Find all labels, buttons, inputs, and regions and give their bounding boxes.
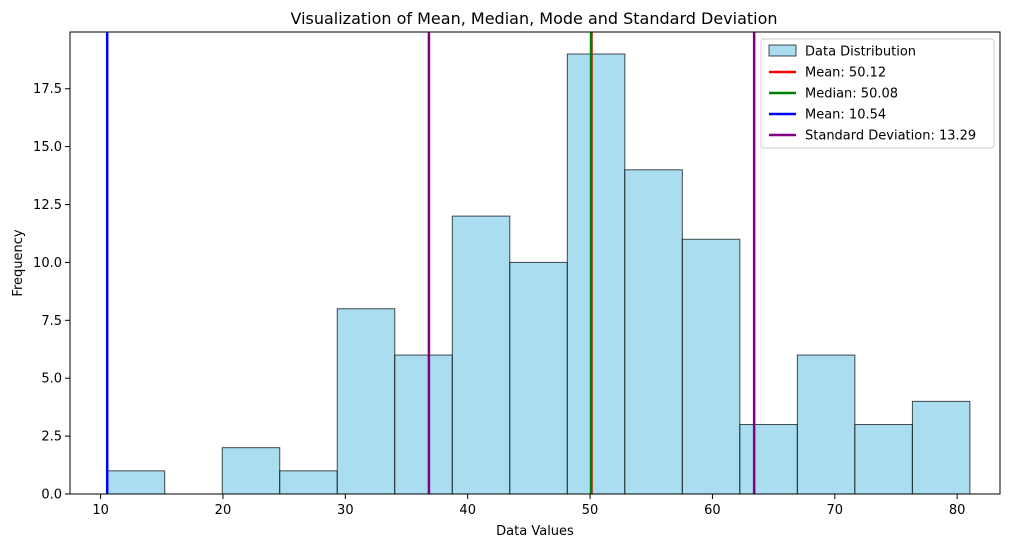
legend-label: Data Distribution bbox=[805, 45, 916, 60]
histogram-bar bbox=[451, 215, 511, 495]
histogram-bar bbox=[911, 400, 971, 495]
histogram-bar bbox=[279, 470, 338, 495]
histogram-bars bbox=[106, 53, 971, 495]
histogram-bar bbox=[681, 238, 741, 495]
x-tick-label: 60 bbox=[704, 503, 721, 518]
y-tick-label: 15.0 bbox=[33, 140, 62, 155]
y-tick-label: 10.0 bbox=[33, 256, 62, 271]
histogram-bar bbox=[394, 354, 453, 495]
histogram-bar bbox=[739, 424, 798, 495]
histogram-bar bbox=[221, 447, 281, 495]
x-tick-label: 80 bbox=[949, 503, 966, 518]
x-tick-label: 50 bbox=[582, 503, 599, 518]
x-axis-ticks: 10 20 30 40 50 60 70 80 bbox=[92, 494, 965, 518]
x-tick-label: 30 bbox=[337, 503, 354, 518]
axes-frame bbox=[69, 31, 1001, 495]
x-tick-label: 20 bbox=[215, 503, 232, 518]
x-tick-label: 10 bbox=[92, 503, 109, 518]
histogram-bar bbox=[336, 308, 396, 495]
y-tick-label: 12.5 bbox=[33, 198, 62, 213]
x-tick-label: 70 bbox=[827, 503, 844, 518]
y-tick-label: 2.5 bbox=[41, 430, 62, 445]
x-tick-label: 40 bbox=[459, 503, 476, 518]
x-axis-label: Data Values bbox=[496, 524, 574, 539]
y-axis-ticks: 0.0 2.5 5.0 7.5 10.0 12.5 15.0 17.5 bbox=[33, 82, 70, 503]
histogram-bar bbox=[509, 261, 568, 495]
legend-box bbox=[760, 38, 995, 149]
reference-lines bbox=[105, 32, 756, 494]
histogram-bar bbox=[106, 470, 166, 495]
legend-label: Standard Deviation: 13.29 bbox=[805, 129, 976, 144]
legend-label: Mean: 10.54 bbox=[805, 108, 886, 123]
y-axis-label: Frequency bbox=[11, 229, 26, 296]
histogram-bar bbox=[854, 424, 913, 495]
legend: Data Distribution Mean: 50.12 Median: 50.0… bbox=[760, 38, 995, 149]
y-tick-label: 5.0 bbox=[41, 372, 62, 387]
legend-swatch bbox=[768, 44, 797, 57]
y-tick-label: 17.5 bbox=[33, 82, 62, 97]
histogram-bar bbox=[566, 53, 626, 495]
legend-label: Mean: 50.12 bbox=[805, 66, 886, 81]
legend-label: Median: 50.08 bbox=[805, 87, 898, 102]
histogram-bar bbox=[624, 169, 683, 495]
y-tick-label: 7.5 bbox=[41, 314, 62, 329]
histogram-bar bbox=[796, 354, 856, 495]
y-tick-label: 0.0 bbox=[41, 488, 62, 503]
chart-title: Visualization of Mean, Median, Mode and … bbox=[290, 9, 777, 28]
